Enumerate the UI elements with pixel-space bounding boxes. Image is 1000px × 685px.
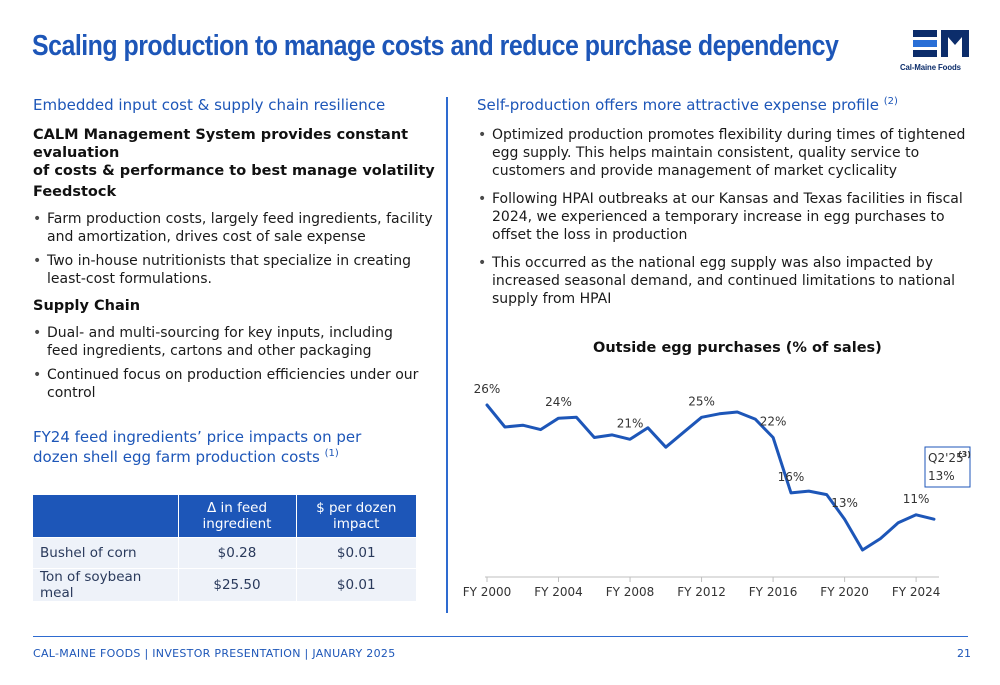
- table-row: Ton of soybean meal $25.50 $0.01: [33, 567, 416, 601]
- data-label: 11%: [903, 492, 930, 506]
- list-item: Dual- and multi-sourcing for key inputs,…: [33, 324, 428, 360]
- list-item: Two in-house nutritionists that speciali…: [33, 252, 438, 288]
- table-cell: $0.01: [296, 567, 416, 601]
- x-tick-label: FY 2020: [820, 585, 869, 599]
- feedstock-bullets: Farm production costs, largely feed ingr…: [33, 210, 438, 288]
- list-item: Optimized production promotes flexibilit…: [478, 126, 970, 180]
- callout-box: [924, 446, 971, 488]
- data-label: 26%: [474, 382, 501, 396]
- table-cell: $0.28: [178, 536, 297, 568]
- logo-text: Cal-Maine Foods: [900, 63, 961, 72]
- feedstock-heading: Feedstock: [33, 184, 117, 200]
- management-system-line-2: of costs & performance to best manage vo…: [33, 163, 435, 179]
- supply-chain-heading: Supply Chain: [33, 298, 141, 314]
- table-cell: Bushel of corn: [33, 536, 179, 568]
- table-cell: Ton of soybean meal: [33, 567, 179, 601]
- footnote-marker: (2): [883, 96, 898, 107]
- data-label: 16%: [778, 470, 805, 484]
- feed-impact-heading: FY24 feed ingredients’ price impacts on …: [33, 427, 361, 467]
- cm-monogram-icon: [913, 30, 969, 57]
- data-label: 25%: [688, 394, 715, 408]
- point-labels: 26% 24% 21% 25% 22% 16% 13% 11%: [474, 382, 930, 510]
- x-tick-label: FY 2012: [677, 585, 726, 599]
- footer-text: CAL-MAINE FOODS | INVESTOR PRESENTATION …: [33, 647, 396, 660]
- x-tick-label: FY 2004: [534, 585, 583, 599]
- table-cell: $0.01: [296, 536, 416, 568]
- feed-impact-line-1: FY24 feed ingredients’ price impacts on …: [33, 428, 362, 446]
- callout-note: (3): [958, 450, 971, 459]
- self-production-bullets: Optimized production promotes flexibilit…: [478, 126, 970, 308]
- callout-value: 13%: [928, 469, 955, 483]
- footnote-marker: (1): [324, 448, 339, 459]
- right-heading: Self-production offers more attractive e…: [477, 96, 898, 114]
- egg-purchases-chart: 26%24%21%25%22%16%13% 11% FY 2000 FY 2004 F…: [463, 382, 971, 599]
- x-tick-label: FY 2024: [892, 585, 941, 599]
- data-label: 13%: [831, 496, 858, 510]
- page-number: 21: [957, 647, 971, 660]
- table-header-row: Δ in feed ingredient $ per dozen impact: [33, 495, 416, 537]
- x-tick-label: FY 2008: [606, 585, 655, 599]
- x-tick-label: FY 2016: [749, 585, 798, 599]
- footer-divider: [33, 636, 968, 637]
- list-item: This occurred as the national egg supply…: [478, 254, 970, 308]
- table-header: [33, 495, 179, 537]
- feed-impact-line-2: dozen shell egg farm production costs: [33, 448, 320, 466]
- data-label: 21%: [617, 416, 644, 430]
- data-label: 22%: [760, 415, 787, 429]
- management-system-line-1: CALM Management System provides constant…: [33, 127, 409, 161]
- management-system-heading: CALM Management System provides constant…: [33, 126, 443, 180]
- column-divider: [446, 97, 448, 613]
- page-title: Scaling production to manage costs and r…: [32, 30, 839, 62]
- feed-impact-table: Δ in feed ingredient $ per dozen impact …: [33, 495, 416, 601]
- right-heading-text: Self-production offers more attractive e…: [477, 96, 879, 114]
- table-row: Bushel of corn $0.28 $0.01: [33, 536, 416, 568]
- table-cell: $25.50: [178, 567, 297, 601]
- table-header: Δ in feed ingredient: [178, 495, 297, 537]
- supply-chain-bullets: Dual- and multi-sourcing for key inputs,…: [33, 324, 428, 402]
- x-tick-labels: FY 2000 FY 2004 FY 2008 FY 2012 FY 2016 FY 20…: [463, 577, 941, 599]
- series-line: [485, 403, 936, 552]
- data-label: 24%: [545, 395, 572, 409]
- list-item: Following HPAI outbreaks at our Kansas a…: [478, 190, 970, 244]
- list-item: Continued focus on production efficienci…: [33, 366, 428, 402]
- table-header: $ per dozen impact: [296, 495, 416, 537]
- list-item: Farm production costs, largely feed ingr…: [33, 210, 438, 246]
- x-tick-label: FY 2000: [463, 585, 512, 599]
- q2-callout: Q2'25(3) 13%: [924, 446, 971, 488]
- left-heading: Embedded input cost & supply chain resil…: [33, 96, 386, 114]
- chart-title: Outside egg purchases (% of sales): [593, 340, 882, 356]
- callout-label: Q2'25: [928, 451, 964, 465]
